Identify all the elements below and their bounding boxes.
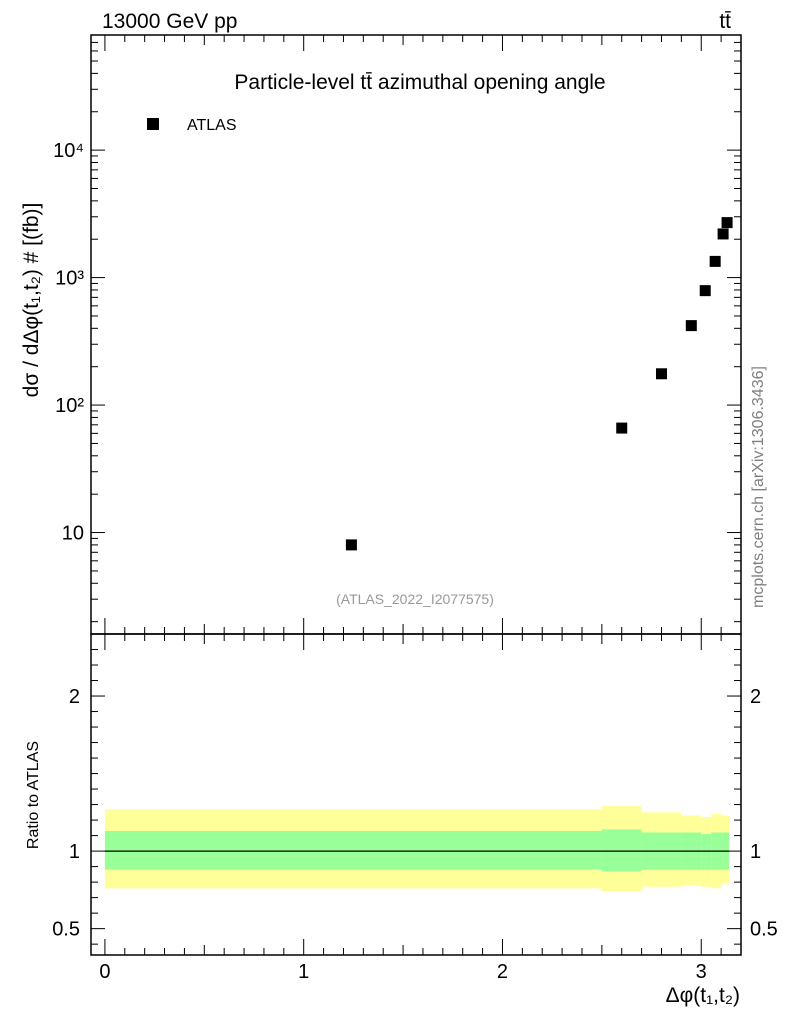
plot-title: Particle-level tt̄ azimuthal opening ang… [234,71,605,94]
data-point [709,255,721,267]
y-tick-labels: 10 10² 10³ 10⁴ 0.5 0.5 1 1 2 2 [52,140,778,941]
axis-ticks [91,34,742,955]
y-axis-label: dσ / dΔφ(t₁,t₂) # [(fb)] [20,203,43,398]
x-tick-label: 2 [497,961,508,983]
analysis-id: (ATLAS_2022_I2077575) [336,591,494,607]
data-point [345,539,357,551]
inner-band [104,830,602,870]
inner-band [601,829,642,872]
data-point [721,217,733,229]
axes-frames [90,34,742,956]
y-tick-label: 10³ [55,268,84,290]
data-point [685,320,697,332]
ratio-y-tick-label: 1 [69,841,80,863]
y-tick-label: 10² [55,395,84,417]
data-point [655,368,667,380]
x-tick-label: 1 [298,961,309,983]
data-point [616,422,628,434]
ratio-y-tick-label: 0.5 [52,919,80,941]
legend-label: ATLAS [187,117,237,134]
ratio-y-axis-label: Ratio to ATLAS [25,741,42,849]
ratio-bands [104,806,730,892]
y-tick-label: 10 [62,523,84,545]
process-label: tt̄ [719,10,731,33]
inner-band [701,834,712,870]
y-tick-label: 10⁴ [53,140,84,162]
data-point [717,228,729,240]
x-tick-labels: 0 1 2 3 [99,961,706,983]
ratio-y-tick-label-right: 1 [750,841,761,863]
x-tick-label: 3 [696,961,707,983]
ratio-y-tick-label-right: 0.5 [750,919,778,941]
energy-label: 13000 GeV pp [102,10,237,33]
x-tick-label: 0 [99,961,110,983]
data-point [699,285,711,297]
side-credit: mcplots.cern.ch [arXiv:1306.3436] [750,366,767,608]
ratio-frame [90,633,742,956]
x-axis-label: Δφ(t₁,t₂) [666,984,740,1007]
ratio-y-tick-label-right: 2 [750,686,761,708]
legend-marker [147,118,159,130]
ratio-y-tick-label: 2 [69,686,80,708]
data-points [345,217,733,551]
